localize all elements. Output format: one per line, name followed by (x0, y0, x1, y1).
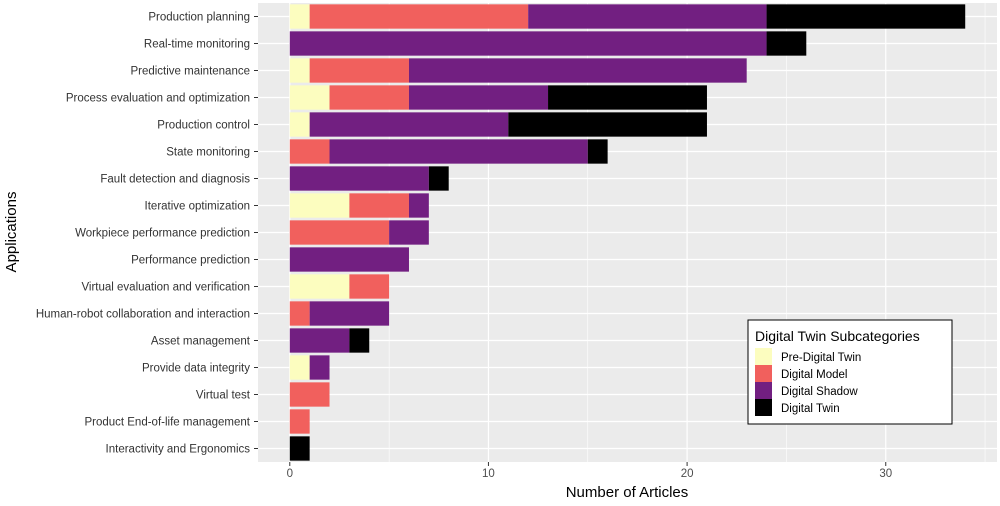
bar-segment (289, 112, 310, 137)
legend-swatch (755, 399, 772, 416)
bar-segment (349, 274, 390, 299)
bar-segment (329, 85, 409, 110)
legend-item-label: Digital Model (781, 369, 847, 381)
x-tick-label: 30 (879, 468, 892, 480)
bar-segment (289, 166, 429, 191)
bar-segment (408, 193, 429, 218)
bar-segment (389, 220, 429, 245)
bar-segment (766, 31, 807, 56)
bar-segment (309, 58, 409, 83)
legend-swatch (755, 382, 772, 399)
y-tick-label: Virtual test (196, 390, 251, 402)
y-tick-label: Production planning (148, 12, 250, 24)
y-tick-label: Human-robot collaboration and interactio… (36, 309, 250, 321)
bar-segment (309, 355, 330, 380)
y-axis-title: Applications (3, 192, 20, 273)
y-tick-label: Production control (157, 120, 250, 132)
y-tick-label: Real-time monitoring (144, 39, 250, 51)
y-tick-label: Process evaluation and optimization (66, 93, 250, 105)
legend-item-label: Digital Twin (781, 403, 840, 415)
bars (289, 4, 966, 461)
bar-segment (528, 4, 767, 29)
bar-segment (548, 85, 707, 110)
bar-segment (428, 166, 449, 191)
bar-segment (289, 301, 310, 326)
legend-box (747, 319, 953, 425)
bar-segment (408, 58, 747, 83)
x-axis-title: Number of Articles (566, 484, 689, 501)
x-tick-label: 0 (287, 468, 293, 480)
bar-segment (289, 247, 409, 272)
bar-segment (289, 274, 350, 299)
y-axis: Production planning Real-time monitoring P… (36, 12, 258, 456)
legend-swatch (755, 348, 772, 365)
bar-segment (349, 193, 409, 218)
bar-segment (289, 382, 330, 407)
x-tick-label: 20 (681, 468, 694, 480)
bar-segment (408, 85, 549, 110)
y-tick-label: Provide data integrity (142, 363, 250, 375)
bar-segment (508, 112, 707, 137)
bar-segment (289, 31, 767, 56)
y-tick-label: State monitoring (166, 147, 250, 159)
bar-segment (289, 436, 310, 461)
legend-swatch (755, 365, 772, 382)
bar-segment (289, 355, 310, 380)
x-axis: 0 10 20 30 (287, 462, 892, 480)
bar-segment (766, 4, 966, 29)
bar-segment (309, 4, 529, 29)
y-tick-label: Performance prediction (131, 255, 250, 267)
legend-item-label: Digital Shadow (781, 386, 858, 398)
y-tick-label: Predictive maintenance (130, 66, 250, 78)
y-tick-label: Fault detection and diagnosis (100, 174, 250, 186)
bar-segment (587, 139, 608, 164)
y-tick-label: Iterative optimization (145, 201, 250, 213)
bar-segment (289, 409, 310, 434)
bar-segment (289, 193, 350, 218)
bar-segment (289, 4, 310, 29)
x-tick-label: 10 (482, 468, 495, 480)
legend: Digital Twin Subcategories Pre-Digital T… (747, 319, 953, 425)
y-tick-label: Virtual evaluation and verification (81, 282, 250, 294)
bar-segment (289, 220, 390, 245)
bar-segment (289, 139, 330, 164)
bar-segment (309, 112, 509, 137)
legend-title: Digital Twin Subcategories (755, 328, 920, 344)
bar-segment (289, 58, 310, 83)
bar-segment (349, 328, 370, 353)
y-tick-label: Interactivity and Ergonomics (106, 444, 251, 456)
bar-segment (289, 328, 350, 353)
bar-segment (309, 301, 390, 326)
bar-segment (329, 139, 588, 164)
legend-items: Pre-Digital Twin Digital Model Digital Sha… (755, 348, 861, 416)
y-tick-label: Workpiece performance prediction (75, 228, 250, 240)
legend-item-label: Pre-Digital Twin (781, 352, 861, 364)
bar-segment (289, 85, 330, 110)
y-tick-label: Product End-of-life management (84, 417, 250, 429)
y-tick-label: Asset management (151, 336, 251, 348)
